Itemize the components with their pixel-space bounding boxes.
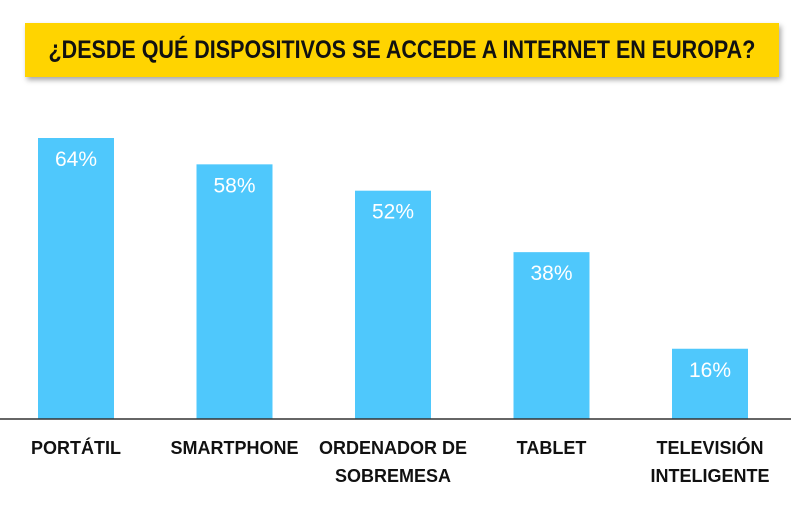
category-label: INTELIGENTE [650, 466, 769, 486]
bar [513, 252, 590, 419]
category-label: TABLET [517, 438, 587, 458]
bar [38, 138, 114, 419]
title-banner: ¿DESDE QUÉ DISPOSITIVOS SE ACCEDE A INTE… [25, 23, 779, 77]
bar [355, 190, 431, 419]
bar [672, 348, 748, 419]
bar-value-label: 38% [530, 262, 572, 285]
bar [196, 164, 273, 419]
bar-value-label: 52% [372, 201, 414, 224]
category-label: SOBREMESA [335, 466, 451, 486]
category-label: TELEVISIÓN [656, 437, 763, 458]
bar-value-label: 64% [55, 148, 97, 171]
category-label: SMARTPHONE [170, 438, 298, 458]
bar-value-label: 58% [213, 174, 255, 197]
chart-title: ¿DESDE QUÉ DISPOSITIVOS SE ACCEDE A INTE… [48, 35, 756, 64]
category-label: PORTÁTIL [31, 437, 121, 458]
category-label: ORDENADOR DE [319, 438, 467, 458]
bar-value-label: 16% [689, 359, 731, 382]
